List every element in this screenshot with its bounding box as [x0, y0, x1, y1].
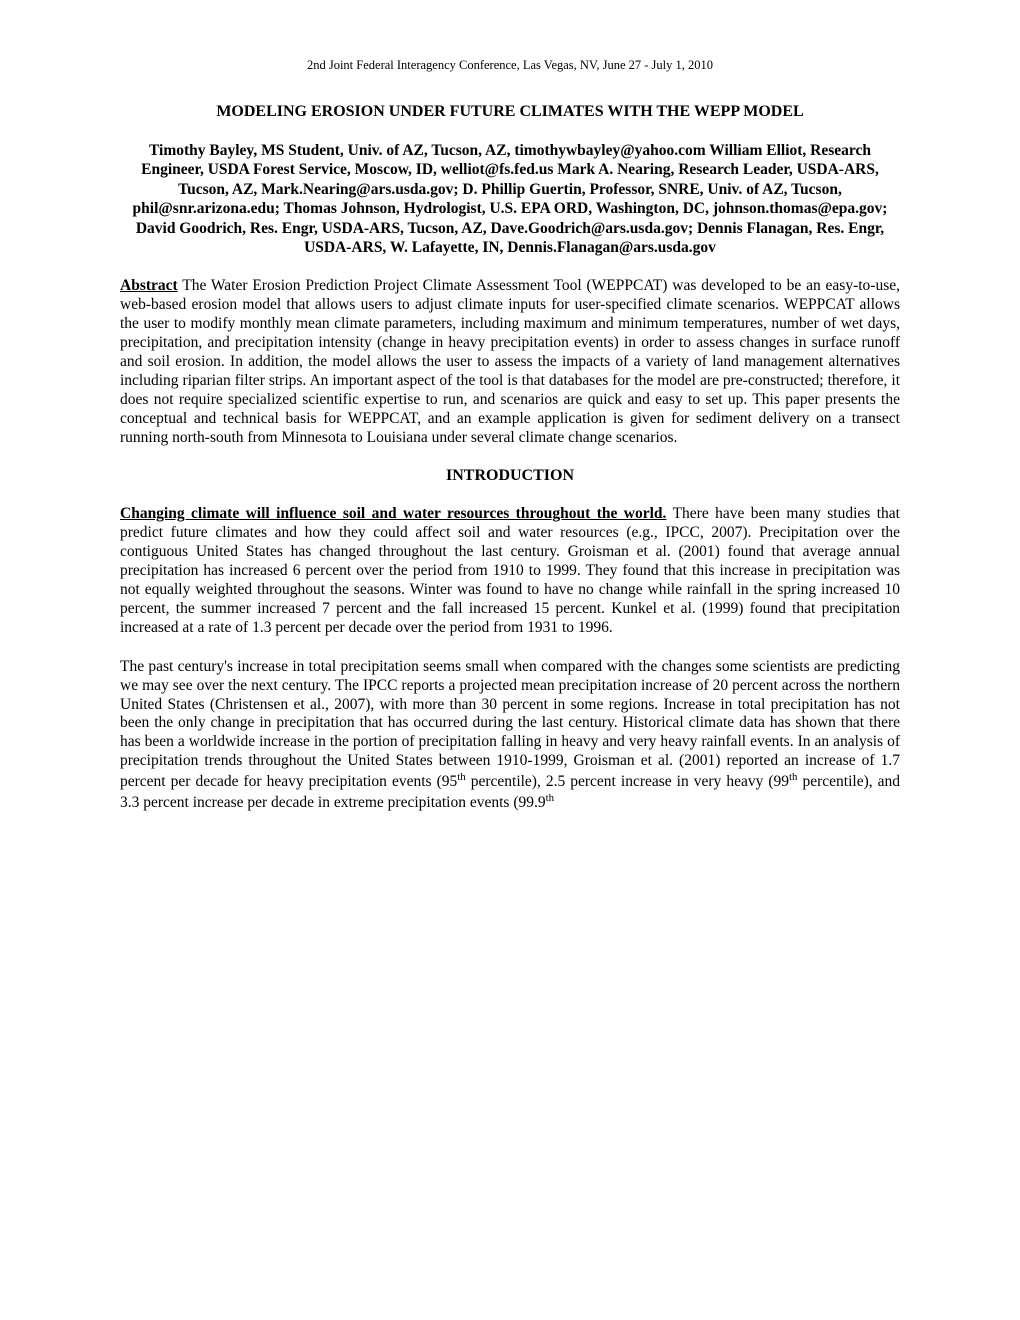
conference-header: 2nd Joint Federal Interagency Conference…: [120, 58, 900, 73]
subsection-label: Changing climate will influence soil and…: [120, 505, 666, 522]
abstract-label: Abstract: [120, 277, 178, 294]
section-heading-introduction: INTRODUCTION: [120, 467, 900, 485]
abstract-text: The Water Erosion Prediction Project Cli…: [120, 277, 900, 445]
superscript-th-3: th: [546, 792, 554, 804]
page-container: 2nd Joint Federal Interagency Conference…: [0, 0, 1020, 893]
para2-part1: The past century's increase in total pre…: [120, 658, 900, 791]
authors-block: Timothy Bayley, MS Student, Univ. of AZ,…: [120, 141, 900, 257]
intro-paragraph-2: The past century's increase in total pre…: [120, 658, 900, 814]
paper-title: MODELING EROSION UNDER FUTURE CLIMATES W…: [120, 103, 900, 121]
abstract-paragraph: Abstract The Water Erosion Prediction Pr…: [120, 277, 900, 447]
intro-para1-text: There have been many studies that predic…: [120, 505, 900, 635]
superscript-th-1: th: [457, 771, 465, 783]
intro-paragraph-1: Changing climate will influence soil and…: [120, 505, 900, 637]
para2-part2: percentile), 2.5 percent increase in ver…: [466, 773, 789, 790]
